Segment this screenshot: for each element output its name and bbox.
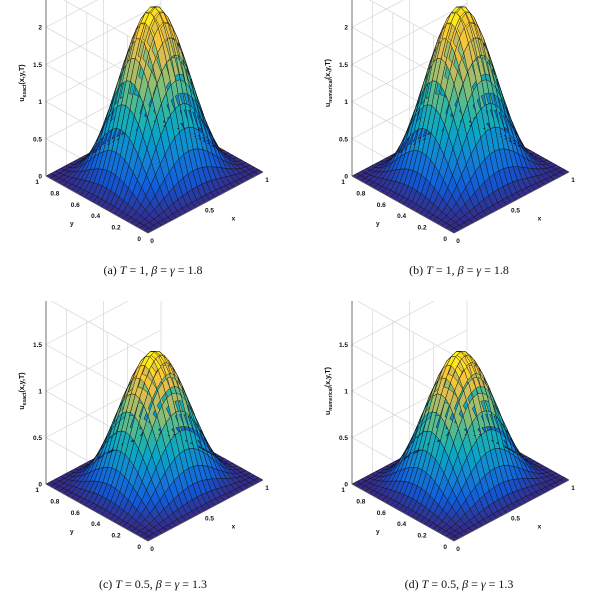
y-tick-label: 0.6 [71,510,80,517]
z-gridline [356,301,455,356]
z-axis-label: uexact(x,y,T) [19,64,28,101]
x-tick-label: 0.5 [205,516,214,523]
y-tick-label: 0.8 [50,190,59,197]
z-gridline [50,301,149,356]
z-gridline [63,0,149,48]
y-tick-label: 0 [443,236,447,243]
y-tick-label: 0.4 [397,213,406,220]
x-axis-line [147,479,264,542]
surface-mesh [351,351,570,542]
x-tick-label: 0 [456,238,460,245]
x-tick-label: 0.5 [511,208,520,215]
y-axis-line [351,175,455,234]
y-axis-label: y [376,529,380,536]
z-tick-label: 1.5 [33,62,42,69]
z-tick-label: 1.5 [339,342,348,349]
y-tick-label: 0.6 [377,510,386,517]
x-tick-label: 1 [571,177,575,184]
y-axis-line [45,175,149,234]
surface-plot-b: 00.511.522.500.5100.20.40.60.81xy×10⁻⁴un… [325,0,575,245]
axis-lines [351,0,570,234]
y-tick-label: 0.4 [91,213,100,220]
y-tick-label: 1 [341,179,345,186]
z-tick-label: 0 [38,482,42,489]
z-tick-label: 0.5 [339,435,348,442]
x-tick-label: 0 [456,546,460,553]
y-tick-label: 0.4 [91,521,100,528]
chart-panel-c: 00.511.5200.5100.20.40.60.81xy×10⁻⁵uexac… [0,301,306,602]
axis-lines [45,0,264,234]
z-axis-label: uexact(x,y,T) [19,372,28,409]
x-axis-line [147,171,264,234]
z-tick-label: 1 [38,99,42,106]
x-axis-label: x [538,523,542,530]
caption-d: (d) T = 0.5, β = γ = 1.3 [404,577,514,591]
z-tick-label: 1 [38,389,42,396]
y-tick-label: 0 [443,544,447,551]
y-tick-label: 0.8 [356,498,365,505]
z-tick-label: 0 [344,482,348,489]
z-tick-label: 0.5 [339,136,348,143]
axis-lines [45,301,264,542]
z-tick-label: 1.5 [339,62,348,69]
y-tick-label: 1 [341,487,345,494]
z-axis-label: unumerical(x,y,T) [325,367,334,415]
z-gridline [369,0,455,48]
y-tick-label: 1 [35,487,39,494]
z-tick-label: 0 [38,174,42,181]
x-axis-line [453,479,570,542]
z-tick-label: 0 [344,174,348,181]
surface-plot-a: 00.511.522.500.5100.20.40.60.81xy×10⁻⁴ue… [19,0,269,245]
z-tick-label: 2 [38,25,42,32]
z-tick-label: 2 [38,301,42,303]
y-axis-label: y [70,529,74,536]
z-tick-label: 0.5 [33,435,42,442]
x-axis-label: x [232,215,236,222]
y-axis-line [45,483,149,542]
z-tick-label: 0.5 [33,136,42,143]
y-tick-label: 0.8 [356,190,365,197]
x-axis-line [453,171,570,234]
chart-panel-b: 00.511.522.500.5100.20.40.60.81xy×10⁻⁴un… [306,0,612,301]
y-axis-label: y [70,221,74,228]
y-tick-label: 0.2 [112,533,121,540]
caption-c: (c) T = 0.5, β = γ = 1.3 [98,577,208,591]
surface-plot-d: 00.511.5200.5100.20.40.60.81xy×10⁻⁵unume… [325,301,575,553]
x-tick-label: 0 [150,238,154,245]
chart-panel-d: 00.511.5200.5100.20.40.60.81xy×10⁻⁵unume… [306,301,612,602]
x-tick-label: 0 [150,546,154,553]
surface-plot-c: 00.511.5200.5100.20.40.60.81xy×10⁻⁵uexac… [19,301,269,553]
surface-mesh [45,6,264,234]
x-axis-label: x [232,523,236,530]
y-tick-label: 0.6 [377,202,386,209]
z-axis-label: unumerical(x,y,T) [325,59,334,107]
y-axis-line [351,483,455,542]
y-tick-label: 0.2 [418,533,427,540]
y-tick-label: 0.6 [71,202,80,209]
x-tick-label: 0.5 [205,208,214,215]
x-tick-label: 1 [571,485,575,492]
z-tick-label: 2 [344,25,348,32]
z-tick-label: 1 [344,99,348,106]
z-tick-label: 1 [344,389,348,396]
z-tick-label: 2 [344,301,348,303]
x-tick-label: 1 [265,485,269,492]
x-tick-label: 1 [265,177,269,184]
y-tick-label: 0.8 [50,498,59,505]
x-axis-label: x [538,215,542,222]
caption-a: (a) T = 1, β = γ = 1.8 [103,263,203,277]
y-tick-label: 0 [137,544,141,551]
axis-lines [351,301,570,542]
y-tick-label: 0.2 [418,225,427,232]
z-tick-label: 1.5 [33,342,42,349]
caption-b: (b) T = 1, β = γ = 1.8 [409,263,509,277]
y-tick-label: 0.2 [112,225,121,232]
y-tick-label: 0 [137,236,141,243]
x-tick-label: 0.5 [511,516,520,523]
y-tick-label: 1 [35,179,39,186]
chart-panel-a: 00.511.522.500.5100.20.40.60.81xy×10⁻⁴ue… [0,0,306,301]
y-axis-label: y [376,221,380,228]
surface-mesh [45,351,264,542]
y-tick-label: 0.4 [397,521,406,528]
